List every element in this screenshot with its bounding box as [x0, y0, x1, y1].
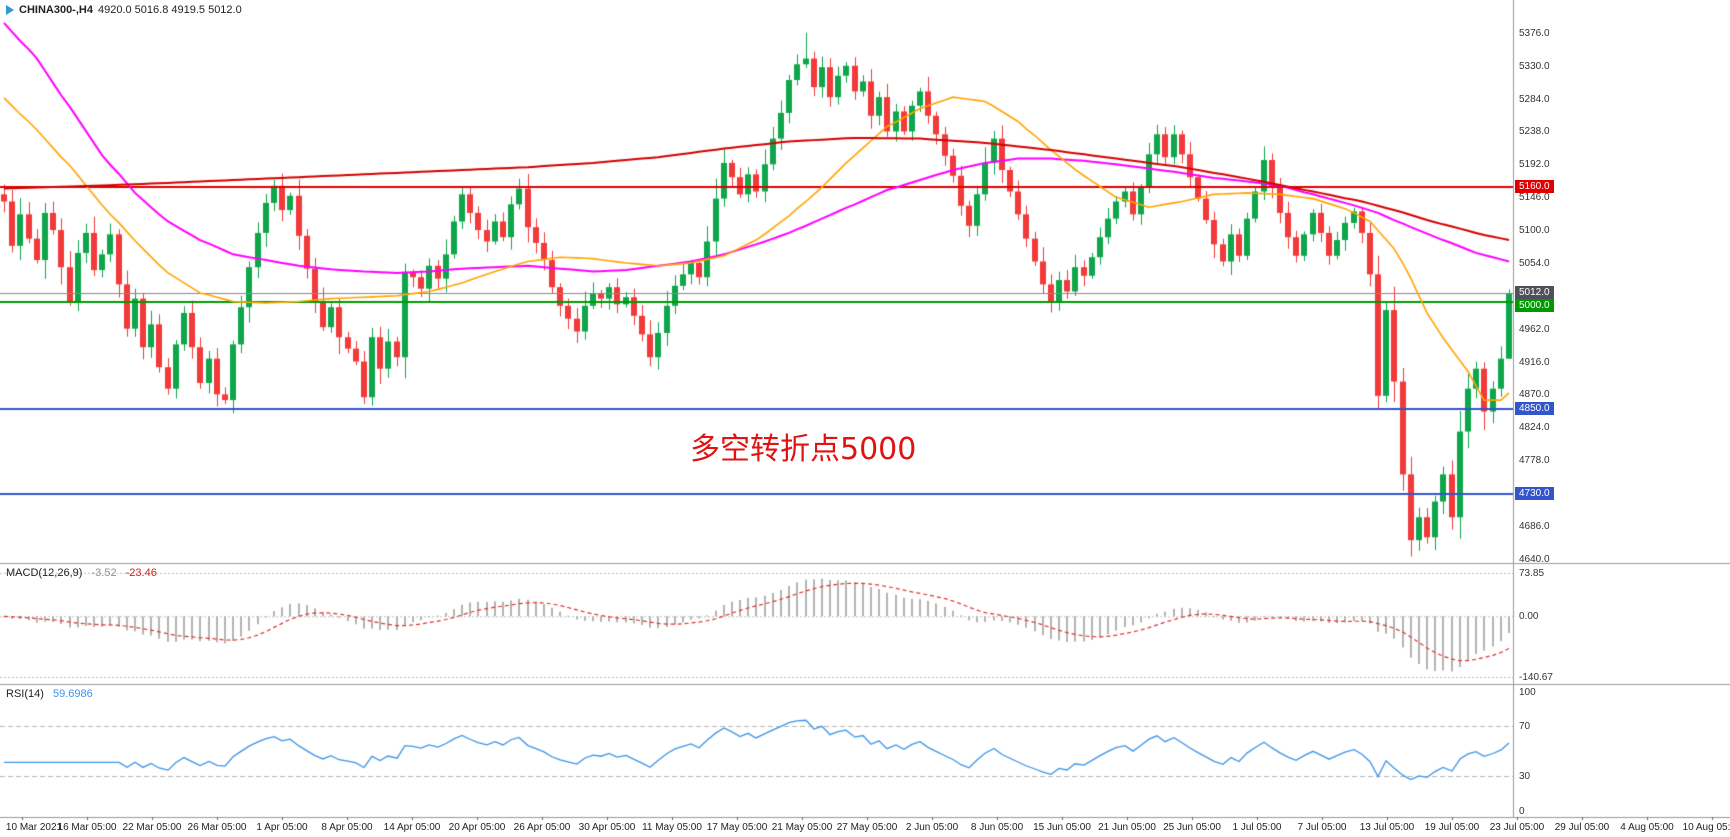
time-axis-label: 26 Mar 05:00 [187, 822, 247, 833]
time-axis-label: 11 May 05:00 [642, 822, 702, 833]
time-axis-label: 23 Jul 05:00 [1489, 822, 1545, 833]
ohlc-readout: 4920.0 5016.8 4919.5 5012.0 [97, 4, 242, 16]
price-axis-label: 5238.0 [1519, 126, 1550, 138]
time-axis-label: 1 Apr 05:00 [256, 822, 308, 833]
time-axis-label: 30 Apr 05:00 [578, 822, 636, 833]
rsi-label: RSI(14) [6, 688, 44, 700]
price-axis-label: 5376.0 [1519, 27, 1550, 39]
time-axis-label: 22 Mar 05:00 [122, 822, 182, 833]
rsi-label-row: RSI(14) 59.6986 [6, 688, 93, 700]
time-axis-label: 13 Jul 05:00 [1359, 822, 1415, 833]
price-axis-label: 5054.0 [1519, 257, 1550, 269]
time-axis-label: 7 Jul 05:00 [1297, 822, 1347, 833]
price-axis-label: 4916.0 [1519, 356, 1550, 368]
price-axis-label: 4870.0 [1519, 389, 1550, 401]
time-axis-label: 29 Jul 05:00 [1554, 822, 1610, 833]
chart-annotation-text[interactable]: 多空转折点5000 [690, 432, 917, 467]
price-badge: 4850.0 [1515, 401, 1554, 415]
macd-value-main: -3.52 [91, 567, 117, 579]
rsi-axis-label: 70 [1519, 721, 1531, 733]
price-axis-label: 5330.0 [1519, 60, 1550, 72]
price-axis-label: 4640.0 [1519, 553, 1550, 565]
time-axis-label: 16 Mar 05:00 [57, 822, 117, 833]
macd-axis-label: -140.67 [1519, 672, 1553, 683]
time-axis-label: 21 Jun 05:00 [1098, 822, 1156, 833]
rsi-axis-label: 30 [1519, 770, 1531, 782]
price-axis-label: 4778.0 [1519, 455, 1550, 467]
price-badge: 4730.0 [1515, 487, 1554, 501]
symbol-marker-icon [6, 5, 14, 15]
price-axis-label: 5284.0 [1519, 93, 1550, 105]
price-axis-label: 5100.0 [1519, 225, 1550, 237]
time-axis[interactable]: 10 Mar 2021 16 Mar 05:00 22 Mar 05:00 26 Ma… [0, 818, 1730, 837]
time-axis-label: 10 Aug 05:00 [1682, 822, 1730, 833]
time-axis-label: 4 Aug 05:00 [1620, 822, 1674, 833]
macd-axis-label: 73.85 [1519, 568, 1545, 579]
price-axis-label: 5146.0 [1519, 192, 1550, 204]
time-axis-label: 15 Jun 05:00 [1033, 822, 1091, 833]
macd-label-row: MACD(12,26,9) -3.52 -23.46 [6, 567, 157, 579]
rsi-value: 59.6986 [52, 688, 93, 700]
price-badge: 5000.0 [1515, 298, 1554, 312]
price-axis-label: 5192.0 [1519, 159, 1550, 171]
time-axis-label: 2 Jun 05:00 [905, 822, 959, 833]
rsi-axis-label: 0 [1519, 806, 1525, 817]
time-axis-label: 8 Apr 05:00 [321, 822, 373, 833]
time-axis-label: 14 Apr 05:00 [383, 822, 441, 833]
macd-axis-label: 0.00 [1519, 611, 1539, 623]
price-badge: 5012.0 [1515, 285, 1554, 299]
price-axis-label: 4824.0 [1519, 422, 1550, 434]
time-axis-label: 26 Apr 05:00 [513, 822, 571, 833]
time-axis-label: 1 Jul 05:00 [1232, 822, 1282, 833]
rsi-axis-label: 100 [1519, 687, 1536, 698]
time-axis-label: 10 Mar 2021 [5, 822, 63, 833]
price-axis-label: 4962.0 [1519, 323, 1550, 335]
price-badge: 5160.0 [1515, 180, 1554, 194]
time-axis-label: 21 May 05:00 [771, 822, 833, 833]
macd-value-signal: -23.46 [125, 567, 157, 579]
time-axis-label: 8 Jun 05:00 [970, 822, 1024, 833]
time-axis-label: 25 Jun 05:00 [1163, 822, 1221, 833]
symbol-period-label: CHINA300-,H4 [19, 4, 93, 16]
time-axis-label: 20 Apr 05:00 [448, 822, 506, 833]
price-axis-label: 4686.0 [1519, 520, 1550, 532]
price-axis[interactable]: 5376.0 5330.0 5284.0 5238.0 5192.0 5146.0 5100… [1514, 0, 1730, 817]
time-axis-label: 17 May 05:00 [706, 822, 768, 833]
macd-label: MACD(12,26,9) [6, 567, 83, 579]
chart-title-overlay: CHINA300-,H4 4920.0 5016.8 4919.5 5012.0 [6, 4, 242, 16]
time-axis-label: 19 Jul 05:00 [1424, 822, 1480, 833]
time-axis-label: 27 May 05:00 [836, 822, 898, 833]
